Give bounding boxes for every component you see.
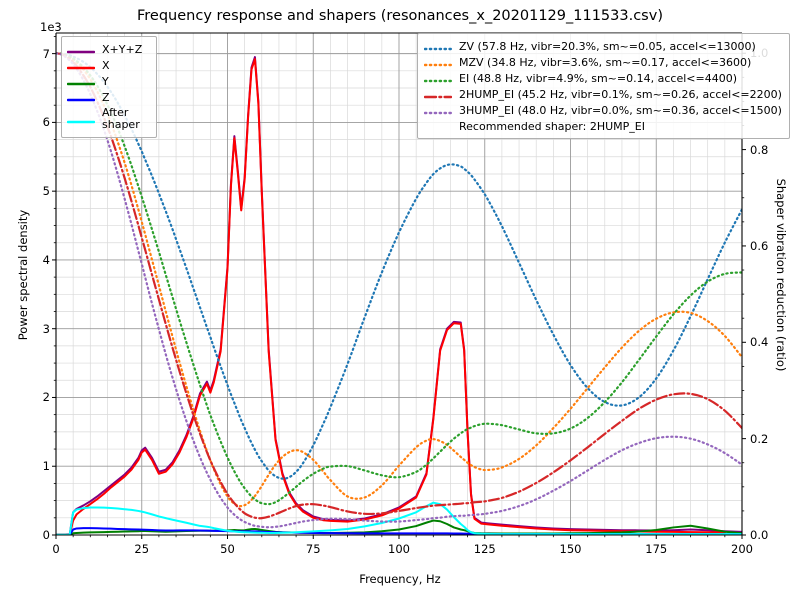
shaper-legend-item: EI (48.8 Hz, vibr=4.9%, sm~=0.14, accel<… [423, 70, 782, 86]
series-zv [56, 52, 742, 480]
y-tick-right-label: 0.8 [750, 142, 769, 157]
shaper-legend-item: MZV (34.8 Hz, vibr=3.6%, sm~=0.17, accel… [423, 54, 782, 70]
psd-legend-item: Y [66, 73, 150, 89]
x-tick-label: 0 [52, 542, 60, 556]
legend-swatch-icon [66, 91, 96, 103]
y-tick-label: 5 [42, 184, 50, 199]
x-tick-label: 150 [559, 542, 582, 556]
legend-shapers: ZV (57.8 Hz, vibr=20.3%, sm~=0.05, accel… [417, 33, 790, 139]
psd-legend-item: X [66, 57, 150, 73]
y-tick-right-label: 0.6 [750, 238, 769, 253]
legend-swatch-icon [66, 113, 96, 125]
chart-title: Frequency response and shapers (resonanc… [137, 8, 663, 24]
shaper-legend-label: MZV (34.8 Hz, vibr=3.6%, sm~=0.17, accel… [459, 55, 752, 69]
recommended-shaper-row: Recommended shaper: 2HUMP_EI [424, 118, 782, 134]
legend-swatch-icon [66, 43, 96, 55]
recommended-shaper-label: Recommended shaper: 2HUMP_EI [459, 119, 645, 133]
y-tick-right-label: 0.4 [750, 335, 769, 350]
series-x [56, 58, 726, 535]
series-3hump-ei [56, 52, 742, 529]
legend-swatch-icon [423, 72, 453, 84]
legend-swatch-icon [66, 75, 96, 87]
legend-swatch-icon [423, 56, 453, 68]
psd-legend-item: X+Y+Z [66, 41, 150, 57]
y-axis-exponent-label: 1e3 [40, 20, 62, 34]
y-tick-label: 6 [42, 115, 50, 130]
y-tick-label: 3 [42, 321, 50, 336]
psd-legend-item: After shaper [66, 105, 150, 133]
legend-spacer [424, 120, 452, 132]
legend-swatch-icon [423, 104, 453, 116]
shaper-legend-label: 2HUMP_EI (45.2 Hz, vibr=0.1%, sm~=0.26, … [459, 87, 782, 101]
x-axis-label: Frequency, Hz [359, 572, 441, 586]
y-tick-label: 7 [42, 46, 50, 61]
psd-legend-label: X [102, 58, 110, 72]
series-2hump-ei [56, 52, 742, 520]
legend-swatch-icon [423, 40, 453, 52]
psd-legend-label: Z [102, 90, 110, 104]
y-tick-label: 4 [42, 252, 50, 267]
x-tick-label: 175 [645, 542, 668, 556]
y-tick-label: 0 [42, 528, 50, 542]
x-tick-label: 25 [134, 542, 150, 556]
x-tick-label: 50 [220, 542, 235, 556]
shaper-legend-item: 2HUMP_EI (45.2 Hz, vibr=0.1%, sm~=0.26, … [423, 86, 782, 102]
series-after [56, 501, 742, 535]
psd-legend-label: After shaper [102, 105, 140, 131]
y-tick-label: 2 [42, 390, 50, 405]
y-tick-label: 1 [42, 459, 50, 474]
legend-swatch-icon [423, 88, 453, 100]
x-tick-label: 100 [388, 542, 410, 556]
shaper-legend-label: EI (48.8 Hz, vibr=4.9%, sm~=0.14, accel<… [459, 71, 737, 85]
legend-psd: X+Y+Z X Y Z After shaper [61, 36, 157, 138]
shaper-legend-label: 3HUMP_EI (48.0 Hz, vibr=0.0%, sm~=0.36, … [459, 103, 782, 117]
x-tick-label: 200 [731, 542, 753, 556]
x-tick-label: 75 [305, 542, 321, 556]
series-ei [56, 52, 742, 506]
y-tick-right-label: 0.2 [750, 431, 769, 446]
shaper-legend-item: 3HUMP_EI (48.0 Hz, vibr=0.0%, sm~=0.36, … [423, 102, 782, 118]
shaper-legend-label: ZV (57.8 Hz, vibr=20.3%, sm~=0.05, accel… [459, 39, 756, 53]
y-tick-right-label: 0.0 [750, 528, 769, 542]
psd-legend-label: X+Y+Z [102, 42, 143, 56]
y-axis-label: Power spectral density [16, 209, 30, 341]
legend-swatch-icon [66, 59, 96, 71]
shaper-legend-item: ZV (57.8 Hz, vibr=20.3%, sm~=0.05, accel… [423, 38, 782, 54]
psd-legend-label: Y [102, 74, 109, 88]
x-tick-label: 125 [473, 542, 496, 556]
series-mzv [56, 52, 742, 508]
psd-legend-item: Z [66, 89, 150, 105]
